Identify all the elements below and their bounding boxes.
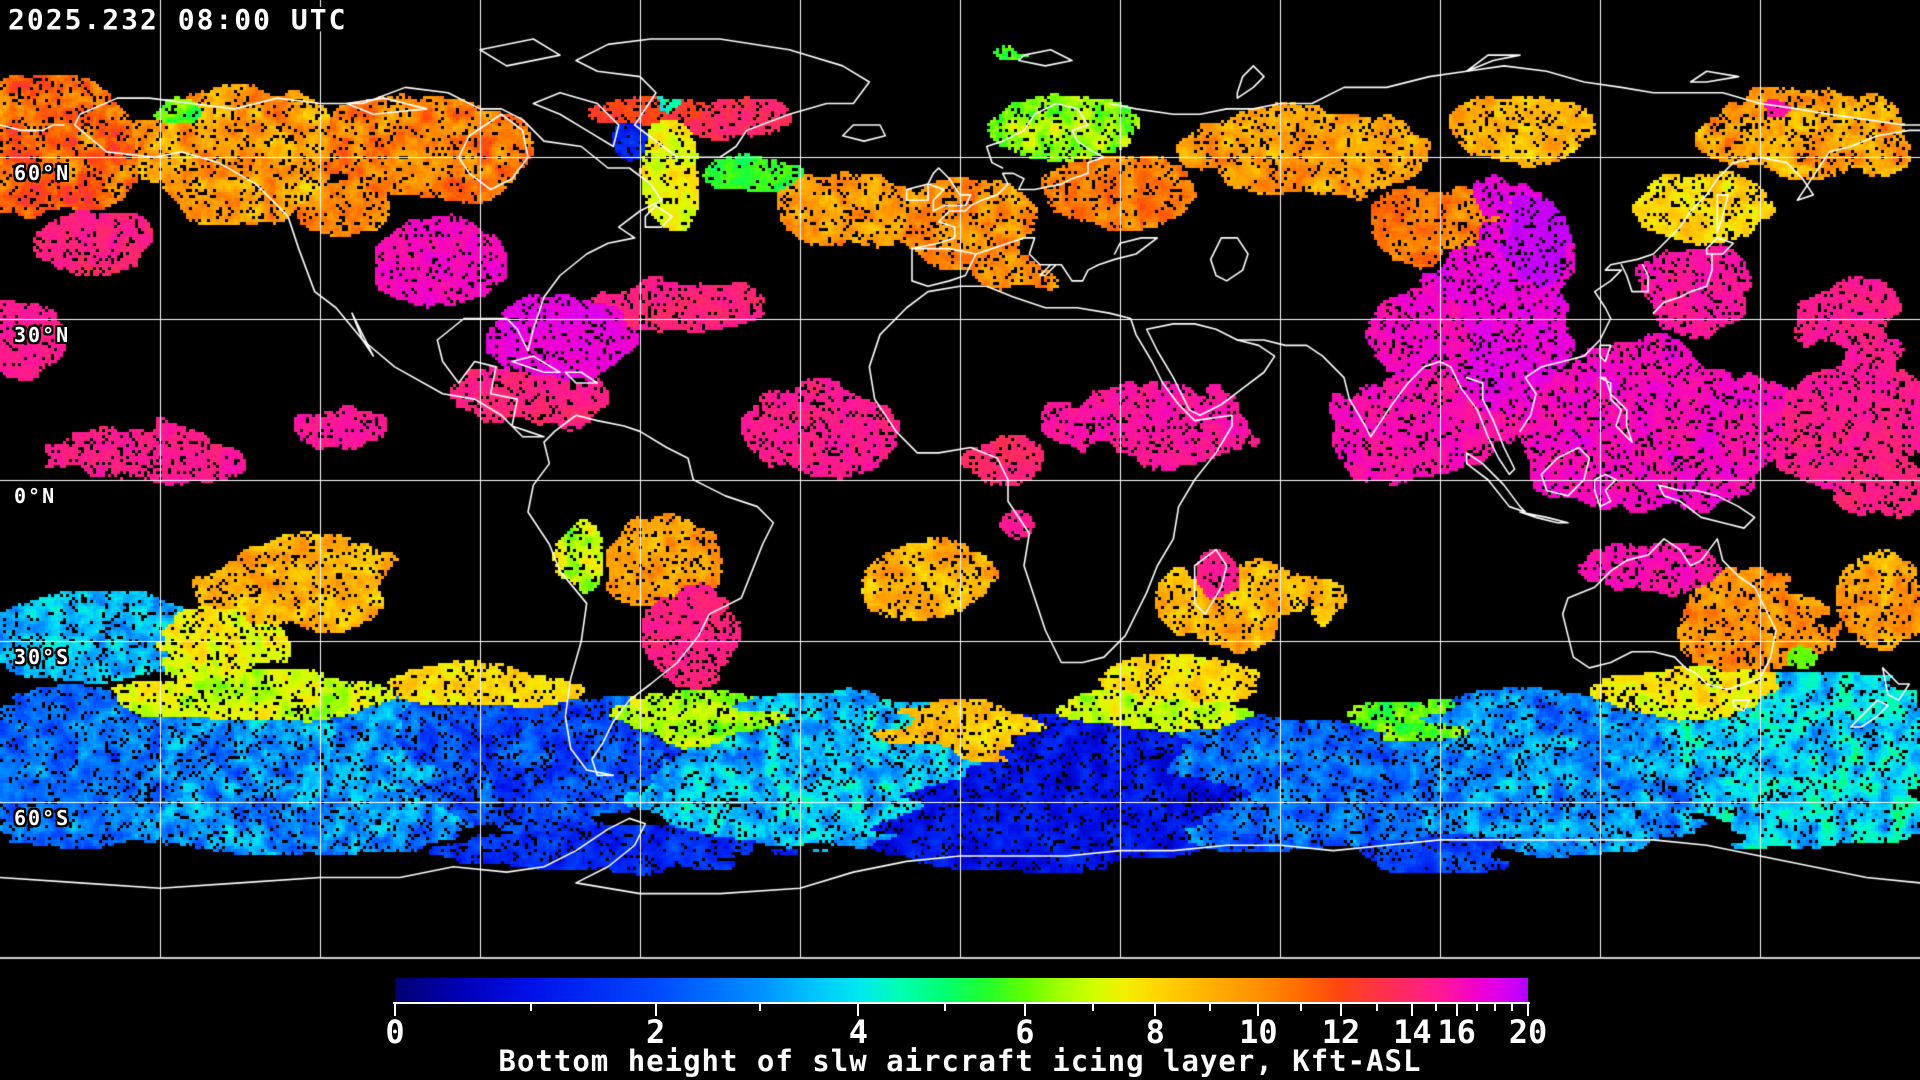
colorbar-tick-label: 10 xyxy=(1239,1013,1278,1051)
colorbar-tick xyxy=(529,1004,532,1011)
latitude-label: 60°S xyxy=(14,806,71,830)
colorbar-tick xyxy=(1208,1004,1211,1011)
colorbar-tick xyxy=(1023,1004,1026,1016)
colorbar-tick-label: 2 xyxy=(645,1013,666,1051)
colorbar-tick-label: 4 xyxy=(848,1013,869,1051)
colorbar-tick xyxy=(1257,1004,1260,1016)
colorbar-tick-label: 20 xyxy=(1508,1013,1548,1051)
colorbar-tick xyxy=(1511,1004,1514,1011)
colorbar-title: Bottom height of slw aircraft icing laye… xyxy=(498,1044,1422,1078)
colorbar-tick-label: 8 xyxy=(1145,1013,1165,1051)
latitude-label: 0°N xyxy=(14,484,57,508)
latitude-label: 30°S xyxy=(14,645,71,669)
colorbar-tick xyxy=(1527,1004,1529,1016)
colorbar-tick-label: 12 xyxy=(1321,1013,1361,1051)
colorbar-tick xyxy=(1435,1004,1438,1011)
colorbar-tick xyxy=(1455,1004,1458,1016)
colorbar-tick-label: 6 xyxy=(1015,1013,1035,1051)
colorbar-tick xyxy=(857,1004,860,1016)
latitude-label: 30°N xyxy=(14,323,71,347)
latitude-label: 60°N xyxy=(14,161,71,185)
colorbar-tick-label: 16 xyxy=(1437,1013,1476,1051)
colorbar-tick xyxy=(654,1004,657,1016)
colorbar-gradient xyxy=(395,978,1528,1002)
colorbar-tick xyxy=(1154,1004,1157,1016)
colorbar-tick-label: 0 xyxy=(385,1013,405,1051)
colorbar-tick xyxy=(1376,1004,1379,1011)
colorbar-tick xyxy=(943,1004,946,1011)
colorbar-tick-label: 14 xyxy=(1393,1013,1432,1051)
colorbar-tick xyxy=(1340,1004,1343,1016)
colorbar-tick xyxy=(758,1004,761,1011)
colorbar-tick xyxy=(1091,1004,1094,1011)
colorbar-tick xyxy=(394,1004,396,1016)
world-map-canvas xyxy=(0,0,1920,960)
colorbar-axis-line xyxy=(393,1002,1530,1004)
colorbar-tick xyxy=(1411,1004,1414,1016)
timestamp-label: 2025.232 08:00 UTC xyxy=(8,3,348,36)
colorbar-tick xyxy=(1494,1004,1497,1011)
colorbar-tick xyxy=(1476,1004,1478,1011)
colorbar-tick xyxy=(1300,1004,1303,1011)
